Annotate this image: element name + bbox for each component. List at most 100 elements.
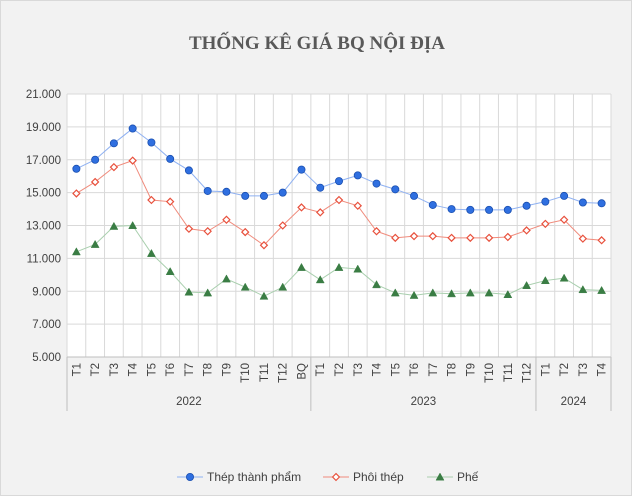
data-point <box>559 215 569 224</box>
legend-marker <box>331 472 341 482</box>
group-label: 2024 <box>561 396 587 408</box>
x-tick-label: T11 <box>259 363 271 382</box>
y-tick-label: 9.000 <box>32 286 61 298</box>
data-point <box>259 240 269 250</box>
x-tick-label: T4 <box>597 362 609 376</box>
data-point <box>484 288 494 297</box>
data-point <box>128 220 138 229</box>
data-point <box>146 248 156 257</box>
y-tick-label: 17.000 <box>26 155 61 167</box>
legend-item: Phế <box>427 470 479 484</box>
legend-label: Phôi thép <box>353 470 404 484</box>
data-point <box>353 171 362 180</box>
data-point <box>165 267 175 275</box>
data-point <box>428 231 438 241</box>
data-point <box>240 282 250 291</box>
data-point <box>503 290 513 298</box>
data-point <box>316 183 325 192</box>
x-tick-label: T1 <box>71 363 83 376</box>
data-point <box>72 164 81 173</box>
data-point <box>465 288 475 297</box>
data-point <box>147 195 156 205</box>
x-tick-label: T12 <box>278 363 290 383</box>
legend-marker <box>435 472 445 481</box>
data-point <box>560 191 569 200</box>
y-tick-label: 7.000 <box>32 319 61 331</box>
data-point <box>184 287 194 296</box>
x-tick-label: T2 <box>559 363 571 376</box>
legend: Thép thành phẩm Phôi thép Phế <box>177 470 479 484</box>
data-point <box>540 276 550 285</box>
x-tick-label: T9 <box>221 363 233 376</box>
data-point <box>597 199 606 208</box>
data-point <box>447 233 456 243</box>
data-point <box>203 288 213 297</box>
axis-layer: 5.000 7.000 9.000 11.000 13.000 15.000 17.000 1… <box>26 89 612 411</box>
group-label: 2023 <box>411 396 437 408</box>
data-point <box>128 124 137 133</box>
data-point <box>390 288 400 297</box>
legend-label: Phế <box>457 470 479 484</box>
data-point <box>391 185 400 194</box>
x-tick-label: T3 <box>578 363 590 376</box>
data-point <box>578 198 587 207</box>
data-point <box>184 166 193 175</box>
legend-label: Thép thành phẩm <box>207 470 301 484</box>
data-point <box>372 227 381 236</box>
x-tick-label: T7 <box>184 363 196 376</box>
series-layer <box>71 124 607 300</box>
x-tick-label: T3 <box>109 363 121 376</box>
data-point <box>297 203 306 212</box>
data-point <box>578 285 588 294</box>
data-point <box>428 288 438 297</box>
data-point <box>222 274 231 283</box>
data-point <box>71 247 81 256</box>
data-point <box>315 208 325 217</box>
data-point <box>334 177 343 186</box>
data-point <box>90 177 100 187</box>
data-point <box>184 224 194 234</box>
y-tick-label: 13.000 <box>26 221 61 233</box>
data-point <box>466 205 475 214</box>
data-point <box>259 291 269 300</box>
data-point <box>278 188 287 197</box>
data-point <box>128 156 137 165</box>
data-point <box>578 234 588 243</box>
data-point <box>372 179 381 188</box>
grid-layer <box>66 93 612 358</box>
data-point <box>559 273 569 282</box>
data-point <box>410 191 419 200</box>
data-point <box>466 233 475 243</box>
data-point <box>297 262 306 271</box>
x-tick-label: T4 <box>128 362 140 376</box>
data-point <box>203 186 212 195</box>
data-point <box>503 205 512 214</box>
y-tick-label: 21.000 <box>26 89 61 101</box>
x-tick-label: T12 <box>522 363 534 383</box>
data-point <box>522 226 531 235</box>
x-tick-label: T6 <box>409 363 421 376</box>
data-point <box>597 285 607 294</box>
series-2 <box>71 220 607 300</box>
x-tick-label: T8 <box>203 363 215 376</box>
legend-marker <box>185 472 194 481</box>
series-0 <box>72 124 606 214</box>
y-tick-label: 15.000 <box>26 188 61 200</box>
legend-item: Phôi thép <box>323 470 404 484</box>
data-point <box>72 189 81 198</box>
data-point <box>278 282 288 291</box>
data-point <box>597 236 606 245</box>
legend-item: Thép thành phẩm <box>177 470 301 484</box>
x-tick-label: T2 <box>90 363 102 376</box>
data-point <box>165 197 175 206</box>
x-tick-label: T10 <box>240 363 252 383</box>
data-point <box>334 195 344 205</box>
y-tick-label: 19.000 <box>26 122 61 134</box>
data-point <box>109 221 119 230</box>
x-tick-label: T2 <box>334 363 346 376</box>
data-point <box>391 233 400 243</box>
data-point <box>109 139 118 148</box>
data-point <box>259 191 268 200</box>
data-point <box>503 232 513 242</box>
